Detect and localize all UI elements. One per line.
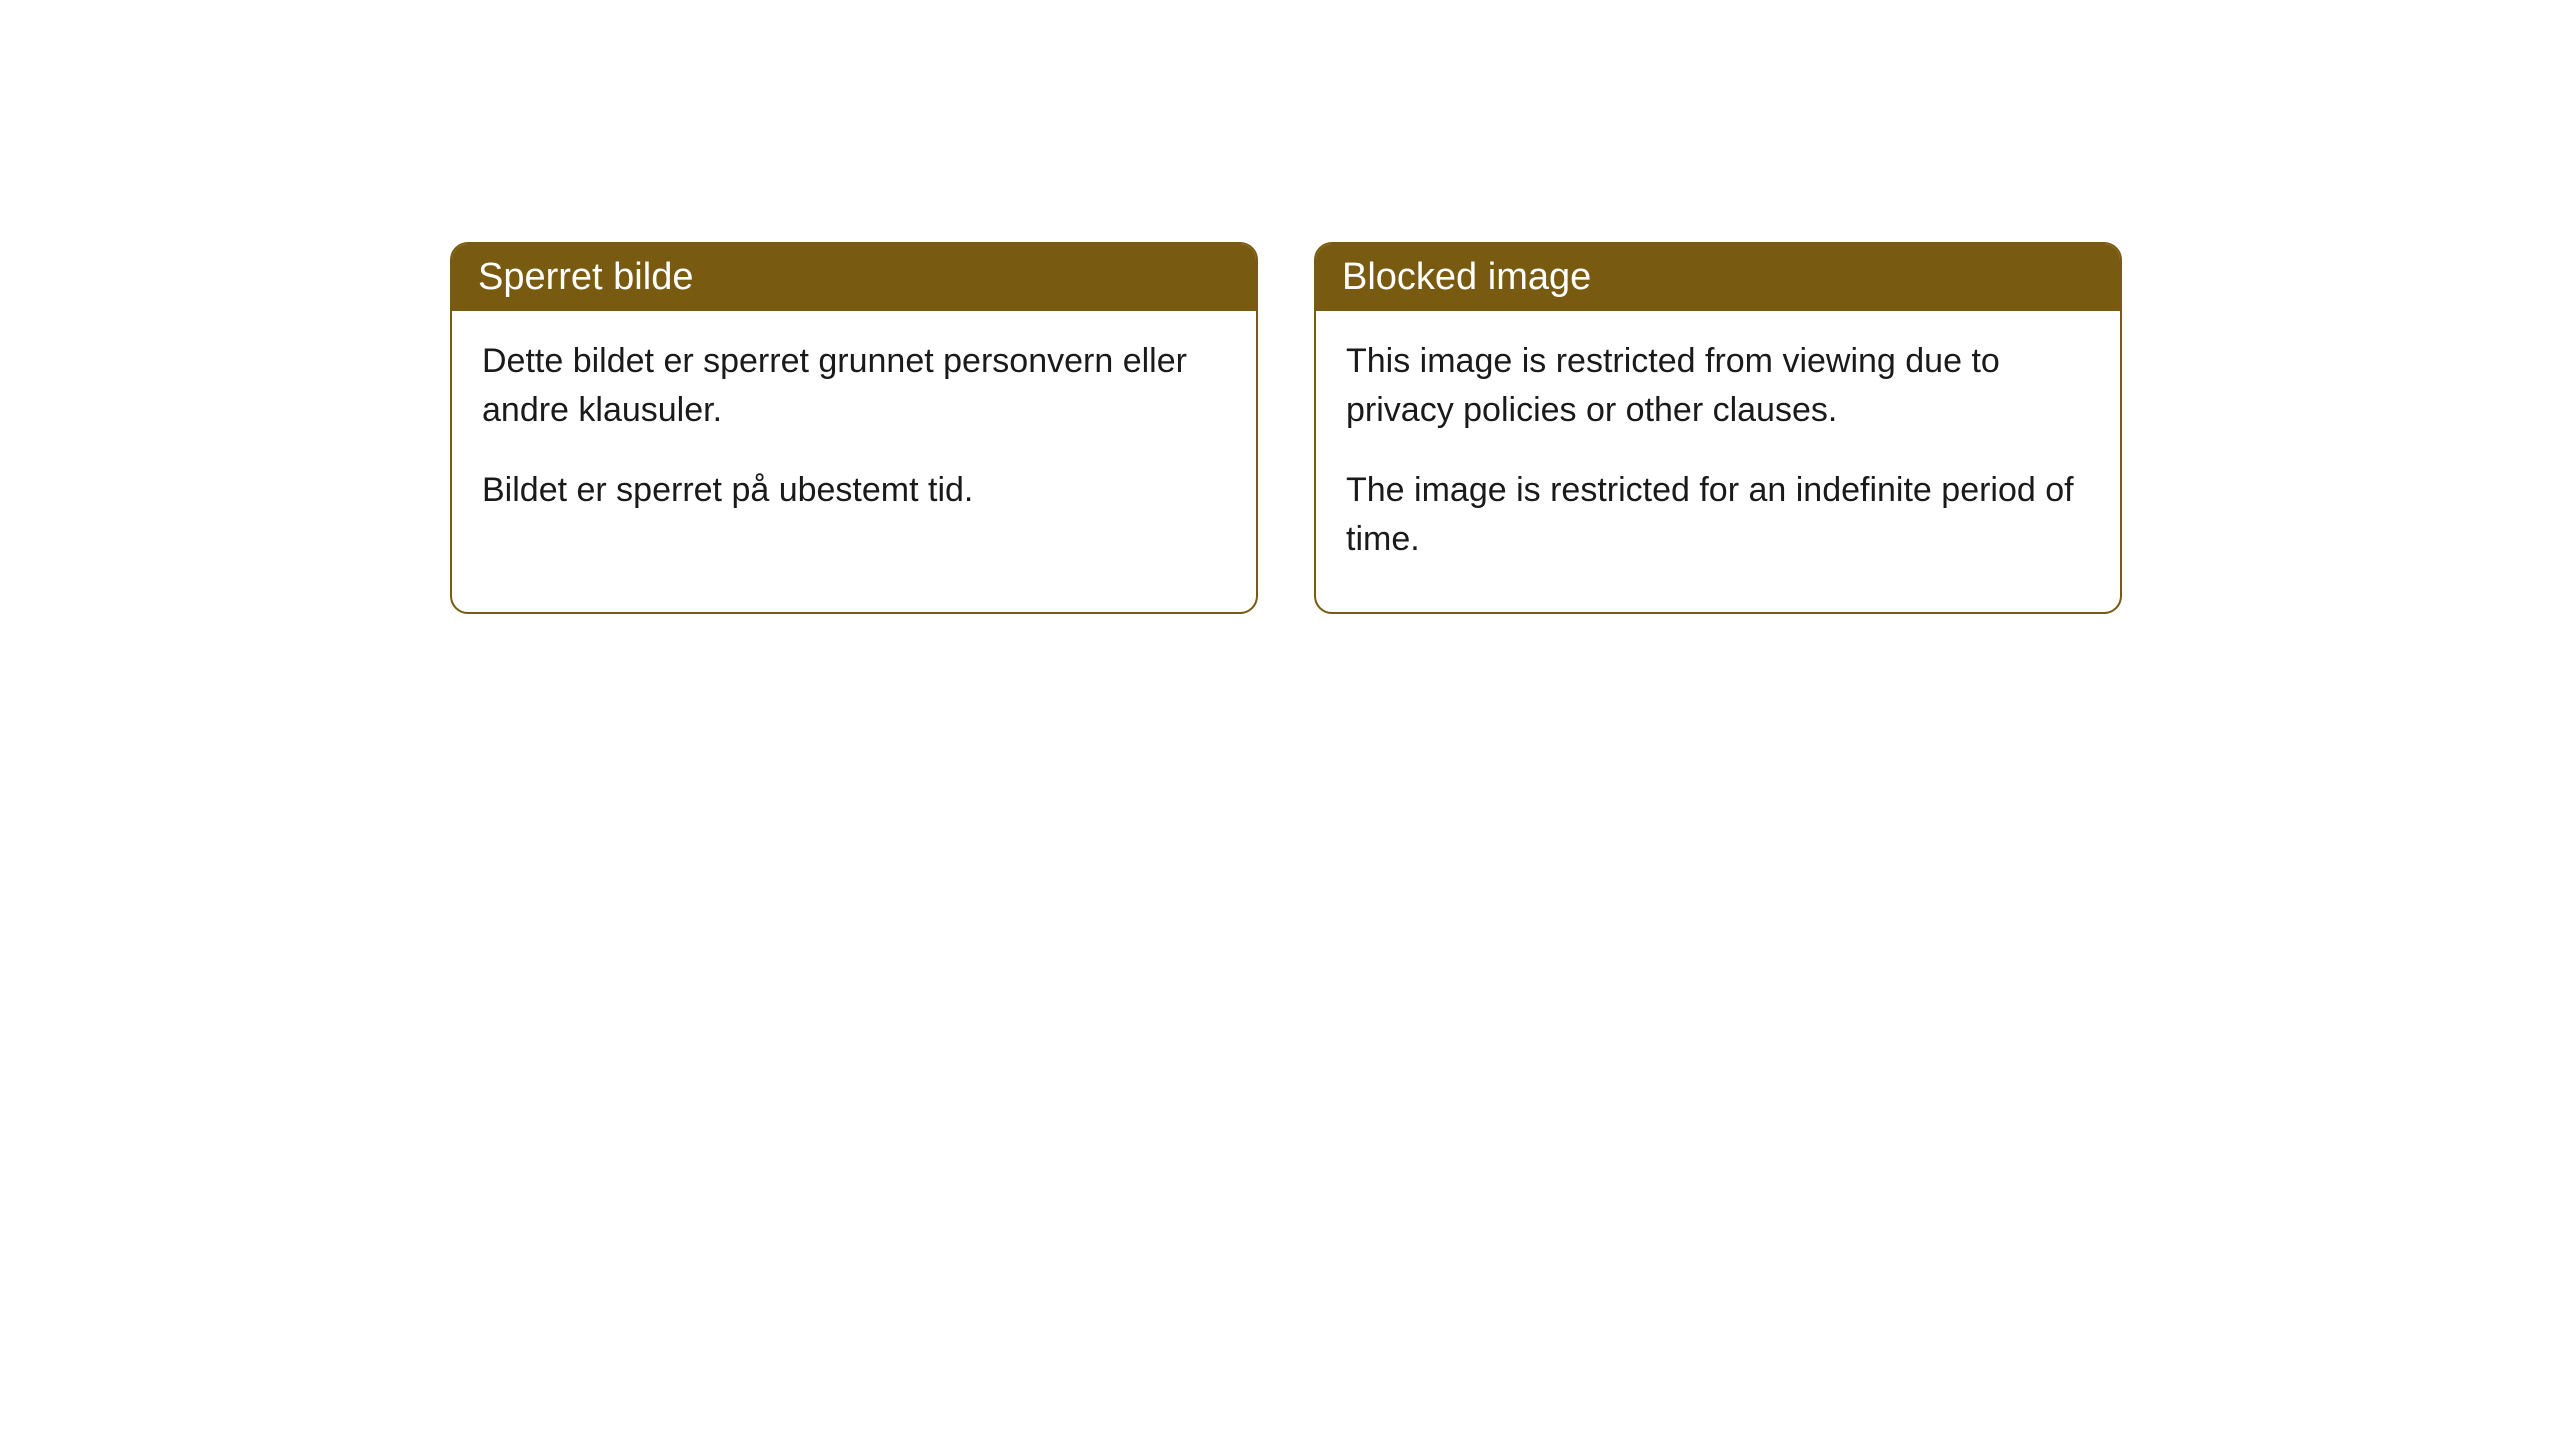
blocked-image-card-norwegian: Sperret bilde Dette bildet er sperret gr… (450, 242, 1258, 614)
card-title: Blocked image (1342, 256, 1591, 298)
notice-cards-container: Sperret bilde Dette bildet er sperret gr… (450, 242, 2122, 614)
card-body-norwegian: Dette bildet er sperret grunnet personve… (452, 311, 1256, 563)
card-header-norwegian: Sperret bilde (452, 244, 1256, 311)
card-paragraph-1: This image is restricted from viewing du… (1346, 337, 2090, 436)
card-body-english: This image is restricted from viewing du… (1316, 311, 2120, 612)
blocked-image-card-english: Blocked image This image is restricted f… (1314, 242, 2122, 614)
card-paragraph-2: Bildet er sperret på ubestemt tid. (482, 466, 1226, 515)
card-paragraph-1: Dette bildet er sperret grunnet personve… (482, 337, 1226, 436)
card-paragraph-2: The image is restricted for an indefinit… (1346, 466, 2090, 565)
card-header-english: Blocked image (1316, 244, 2120, 311)
card-title: Sperret bilde (478, 256, 693, 298)
